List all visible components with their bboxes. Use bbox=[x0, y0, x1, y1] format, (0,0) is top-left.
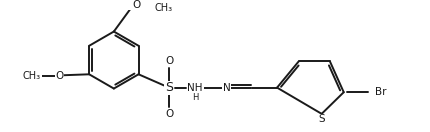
Text: O: O bbox=[133, 0, 141, 10]
Text: O: O bbox=[165, 56, 173, 66]
Text: S: S bbox=[165, 81, 173, 94]
Text: N: N bbox=[223, 83, 230, 93]
Text: Br: Br bbox=[375, 87, 386, 97]
Text: CH₃: CH₃ bbox=[154, 3, 172, 13]
Text: CH₃: CH₃ bbox=[23, 71, 41, 81]
Text: NH: NH bbox=[187, 83, 203, 93]
Text: H: H bbox=[192, 93, 198, 102]
Text: O: O bbox=[55, 71, 64, 81]
Text: S: S bbox=[318, 114, 325, 124]
Text: O: O bbox=[165, 109, 173, 119]
